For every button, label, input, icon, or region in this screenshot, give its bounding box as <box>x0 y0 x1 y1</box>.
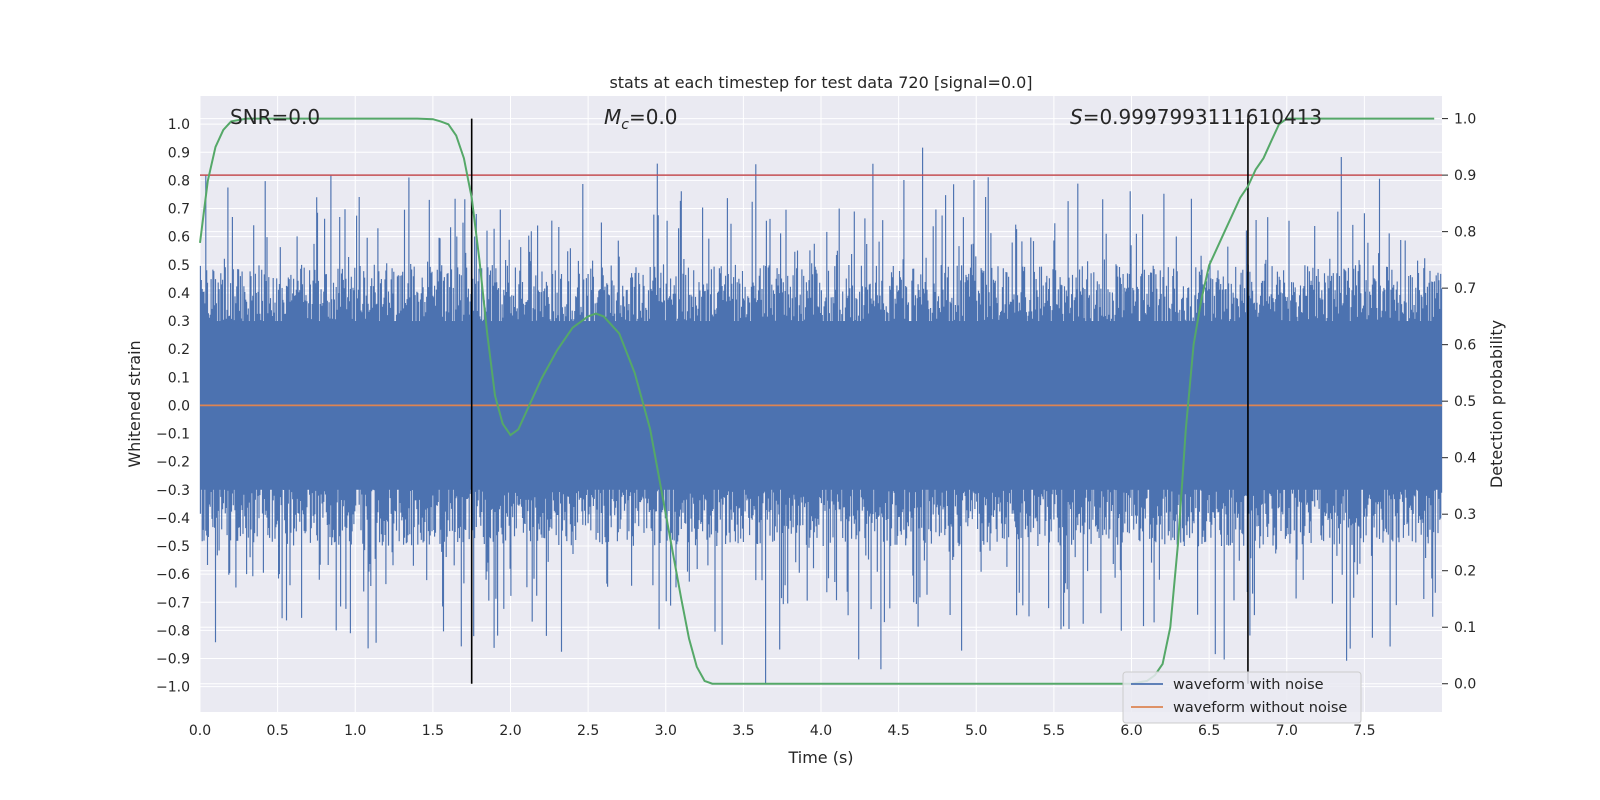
y-tick-label: −0.5 <box>156 539 190 555</box>
y-tick-label: 0.6 <box>168 230 190 246</box>
x-tick-label: 7.5 <box>1353 723 1375 739</box>
y-tick-label: −0.6 <box>156 567 190 583</box>
y-tick-label: −0.1 <box>156 427 190 443</box>
y-tick-label: 0.9 <box>168 145 190 161</box>
y2-tick-label: 0.5 <box>1454 394 1476 410</box>
y-tick-label: 0.0 <box>168 398 190 414</box>
legend: waveform with noise waveform without noi… <box>1122 671 1362 724</box>
annotation-mc-value: =0.0 <box>629 105 678 129</box>
annotation-mc: Mc=0.0 <box>604 105 678 133</box>
x-tick-label: 2.5 <box>577 723 599 739</box>
y2-tick-label: 0.4 <box>1454 451 1476 467</box>
y-tick-label: 0.8 <box>168 173 190 189</box>
y2-tick-label: 0.0 <box>1454 677 1476 693</box>
x-tick-label: 6.5 <box>1198 723 1220 739</box>
y2-tick-label: 0.3 <box>1454 507 1476 523</box>
y-tick-label: −0.8 <box>156 623 190 639</box>
legend-label-noise: waveform with noise <box>1173 677 1324 693</box>
overlay <box>199 117 1442 685</box>
y2-tick-label: 0.7 <box>1454 281 1476 297</box>
y2-tick-label: 0.6 <box>1454 338 1476 354</box>
x-tick-label: 5.0 <box>965 723 987 739</box>
legend-label-clean: waveform without noise <box>1173 700 1347 716</box>
y-axis-label: Whitened strain <box>125 340 144 467</box>
legend-box <box>1122 671 1362 724</box>
x-tick-label: 4.0 <box>810 723 832 739</box>
x-tick-label: 0.0 <box>189 723 211 739</box>
annotation-s-value: =0.9997993111610413 <box>1083 105 1322 129</box>
x-tick-label: 3.0 <box>655 723 677 739</box>
x-tick-label: 0.5 <box>266 723 288 739</box>
x-tick-label: 2.0 <box>499 723 521 739</box>
y-tick-label: 0.1 <box>168 370 190 386</box>
annotation-s-symbol: S <box>1070 105 1083 129</box>
y-tick-label: 0.2 <box>168 342 190 358</box>
annotation-mc-sub: c <box>621 117 629 133</box>
annotation-mc-symbol: M <box>604 105 621 129</box>
y-tick-label: 0.7 <box>168 202 190 218</box>
y-tick-label: −0.9 <box>156 652 190 668</box>
y-tick-label: 1.0 <box>168 117 190 133</box>
x-tick-label: 1.5 <box>422 723 444 739</box>
y2-tick-label: 0.9 <box>1454 168 1476 184</box>
x-tick-label: 3.5 <box>732 723 754 739</box>
y-tick-label: −0.3 <box>156 483 190 499</box>
x-tick-label: 5.5 <box>1043 723 1065 739</box>
x-axis-ticks: 0.0 0.5 1.0 1.5 2.0 2.5 3.0 3.5 4.0 4.5 5.0 5.5 6.0 6… <box>189 723 1376 739</box>
y-axis-ticks: 1.0 0.9 0.8 0.7 0.6 0.5 0.4 0.3 0.2 0.1 0.0 −0.1 −0.… <box>156 117 190 696</box>
x-axis-label: Time (s) <box>787 748 853 767</box>
series-detection-probability <box>199 117 1435 685</box>
y-tick-label: 0.4 <box>168 286 190 302</box>
x-tick-label: 4.5 <box>887 723 909 739</box>
x-tick-label: 7.0 <box>1276 723 1298 739</box>
y-tick-label: −0.4 <box>156 511 190 527</box>
y-tick-label: −0.2 <box>156 455 190 471</box>
y2-tick-label: 1.0 <box>1454 112 1476 128</box>
y2-tick-label: 0.8 <box>1454 225 1476 241</box>
y-tick-label: 0.3 <box>168 314 190 330</box>
y2-axis-label: Detection probability <box>1487 320 1506 488</box>
annotation-snr: SNR=0.0 <box>230 105 320 129</box>
y2-tick-label: 0.1 <box>1454 620 1476 636</box>
chart-title: stats at each timestep for test data 720… <box>609 73 1032 92</box>
x-tick-label: 1.0 <box>344 723 366 739</box>
y-tick-label: −0.7 <box>156 595 190 611</box>
y2-axis-ticks: 1.0 0.9 0.8 0.7 0.6 0.5 0.4 0.3 0.2 0.1 0.0 <box>1442 112 1476 693</box>
x-tick-label: 6.0 <box>1120 723 1142 739</box>
y2-tick-label: 0.2 <box>1454 564 1476 580</box>
y-tick-label: 0.5 <box>168 258 190 274</box>
annotation-s: S=0.9997993111610413 <box>1070 105 1322 129</box>
y-tick-label: −1.0 <box>156 680 190 696</box>
